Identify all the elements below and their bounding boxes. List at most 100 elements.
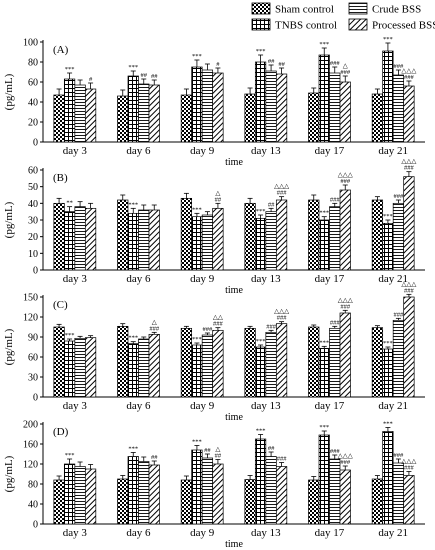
significance-label: ## [268,201,275,208]
bar-group: *** △### day 6 [117,319,160,412]
x-tick-label: day 17 [315,527,345,539]
significance-label: ## [141,72,148,79]
bar [339,81,351,143]
bar [117,95,129,143]
bar [392,462,405,525]
bar [191,449,203,525]
significance-label: ## [151,454,158,461]
bar [127,456,139,525]
x-tick-label: day 3 [63,145,88,157]
bar [329,327,341,398]
bar [63,211,76,271]
significance-label: *** [319,339,329,346]
y-tick-label: 160 [23,440,38,451]
significance-label: ## [268,58,275,65]
bar [63,340,76,398]
significance-label: △△ [213,314,223,321]
y-tick-label: 120 [23,460,38,471]
bar [371,327,384,398]
significance-label: ### [277,190,288,197]
x-tick-label: day 3 [63,527,88,539]
bar-group: ***## ##day 13 [244,48,288,157]
bar [308,199,320,271]
significance-label: ### [330,319,341,326]
significance-label: ### [404,74,415,81]
significance-label: *** [319,210,329,217]
significance-label: *** [383,421,393,428]
bar [212,207,224,271]
bar [382,348,394,398]
bar [265,331,277,398]
bar-group: ***###△△###day 9 [180,314,224,412]
bar [382,431,394,525]
legend-item: Crude BSS [348,2,421,16]
bar [180,94,193,143]
bar [53,202,65,271]
y-tick-label: 120 [23,313,38,324]
bar [53,94,65,143]
bar [275,199,288,271]
bar [74,466,86,525]
x-tick-label: day 6 [126,145,151,157]
x-tick-label: day 21 [378,400,408,412]
significance-label: △△△ [401,68,416,75]
significance-label: *** [256,428,266,435]
bar [212,72,224,143]
bar-group: *** day 6 [117,194,160,285]
bar-group: ***###△△△###day 17 [308,172,353,285]
significance-label: *** [65,332,75,339]
significance-label: ### [340,459,351,466]
bar [254,346,267,398]
y-tick-label: 0 [33,266,38,277]
bar [265,211,277,271]
significance-label: ### [340,178,351,185]
legend-item: Processed BSS [348,18,435,32]
legend-label: TNBS control [275,20,337,32]
y-tick-label: 100 [23,38,38,49]
y-tick-label: 40 [28,98,38,109]
x-tick-label: day 17 [315,273,345,285]
bar [84,88,97,143]
bar-group: ***## △△△### day 13 [244,183,289,285]
bar-group: ***###△△△###day 21 [371,421,416,539]
bar [138,83,150,143]
bar [339,312,351,398]
significance-label: ### [330,60,341,67]
bar [339,189,351,271]
bar [244,93,256,143]
bar-group: ***###△△△###day 21 [371,281,416,412]
y-tick-label: 40 [28,199,38,210]
significance-label: *** [192,439,202,446]
bar-group: *** # day 9 [180,53,224,157]
legend-label: Sham control [275,4,334,16]
bar [403,85,415,143]
significance-label: ### [149,325,160,332]
x-tick-label: day 13 [251,273,281,285]
bar [201,334,214,398]
x-tick-label: day 9 [190,145,215,157]
y-tick-label: 20 [28,118,38,129]
significance-label: *** [383,213,393,220]
x-tick-label: day 3 [63,273,88,285]
bar-group: *** △## day 9 [180,190,224,285]
y-tick-label: 150 [23,293,38,304]
significance-label: *** [65,452,75,459]
bar [329,458,341,525]
bar [265,70,277,143]
significance-label: △△△ [338,297,353,304]
bar [275,466,288,525]
bar [74,84,86,143]
significance-label: ** [66,200,73,207]
x-tick-label: day 6 [126,273,151,285]
bar [275,323,288,398]
significance-label: *** [256,48,266,55]
bar-group: ***###△△△###day 21 [371,36,416,157]
significance-label: ### [213,321,224,328]
significance-label: ## [204,447,211,454]
bar-group: ***## ##day 6 [117,64,160,157]
y-tick-label: 80 [28,480,38,491]
significance-label: ## [268,445,275,452]
bar [244,327,256,398]
